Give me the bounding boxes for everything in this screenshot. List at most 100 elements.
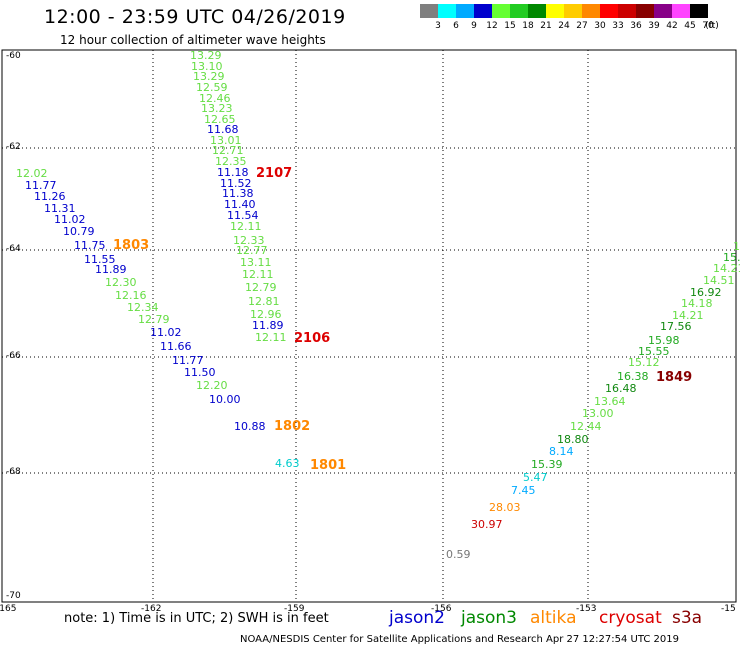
wave-height-value: 11.55 — [84, 253, 116, 266]
legend-label: 36 — [630, 21, 642, 31]
legend-label: 24 — [558, 21, 570, 31]
pass-time-label: 1801 — [310, 458, 347, 473]
longitude-tick-label: -156 — [431, 604, 452, 614]
legend-label: 6 — [453, 21, 459, 31]
wave-height-value: 12.77 — [236, 244, 268, 257]
longitude-tick-label: -165 — [0, 604, 17, 614]
wave-height-value: 11.77 — [25, 179, 57, 192]
legend-swatch — [564, 4, 582, 18]
legend-label: 9 — [471, 21, 477, 31]
latitude-tick-label: -68 — [6, 467, 21, 477]
wave-height-value: 15. — [723, 251, 740, 264]
wave-height-value: 13.01 — [210, 134, 242, 147]
legend-label: 12 — [486, 21, 498, 31]
legend-label: 3 — [435, 21, 441, 31]
wave-height-value: 12.79 — [138, 313, 170, 326]
color-legend-bar — [420, 4, 708, 18]
map-border — [1, 49, 737, 603]
legend-label: 30 — [594, 21, 606, 31]
legend-swatch — [528, 4, 546, 18]
wave-height-value: 10.88 — [234, 420, 266, 433]
wave-height-value: 10.00 — [209, 393, 241, 406]
wave-height-value: 16.92 — [690, 286, 722, 299]
wave-height-value: 12.20 — [196, 379, 228, 392]
wave-height-value: 12.11 — [230, 220, 262, 233]
map-subtitle: 12 hour collection of altimeter wave hei… — [60, 33, 326, 47]
legend-label: 70 — [702, 21, 714, 31]
legend-label: 39 — [648, 21, 660, 31]
legend-swatch — [600, 4, 618, 18]
wave-height-value: 0.59 — [446, 548, 471, 561]
wave-height-value: 12.34 — [127, 301, 159, 314]
wave-height-value: 11.40 — [224, 198, 256, 211]
wave-height-value: 16.38 — [617, 370, 649, 383]
longitude-tick-label: -159 — [284, 604, 305, 614]
pass-time-label: 2106 — [294, 331, 331, 346]
wave-height-value: 15.39 — [531, 458, 563, 471]
wave-height-value: 11.18 — [217, 166, 249, 179]
wave-height-value: 13.00 — [582, 407, 614, 420]
legend-label: 15 — [504, 21, 516, 31]
legend-swatch — [510, 4, 528, 18]
wave-height-value: 10.79 — [63, 225, 95, 238]
wave-height-value: 11.52 — [220, 177, 252, 190]
wave-height-value: 12.59 — [196, 81, 228, 94]
wave-height-value: 14.51 — [703, 274, 735, 287]
legend-label: 18 — [522, 21, 534, 31]
pass-time-label: 2107 — [256, 166, 293, 181]
legend-swatch — [438, 4, 456, 18]
legend-label: 27 — [576, 21, 588, 31]
wave-height-value: 12.81 — [248, 295, 280, 308]
wave-height-value: 11.54 — [227, 209, 259, 222]
wave-height-value: 12.16 — [115, 289, 147, 302]
legend-swatch — [492, 4, 510, 18]
latitude-tick-label: -70 — [6, 591, 21, 601]
wave-height-value: 11.31 — [44, 202, 76, 215]
map-title: 12:00 - 23:59 UTC 04/26/2019 — [44, 6, 346, 28]
satellite-legend-s3a: s3a — [672, 608, 703, 628]
wave-height-value: 11.77 — [172, 354, 204, 367]
wave-height-value: 11.89 — [252, 319, 284, 332]
latitude-tick-label: -60 — [6, 51, 21, 61]
pass-time-label: 1802 — [274, 419, 311, 434]
longitude-tick-label: -15 — [721, 604, 736, 614]
wave-height-value: 1 — [733, 240, 740, 253]
wave-height-value: 11.66 — [160, 340, 192, 353]
wave-height-value: 12.65 — [204, 113, 236, 126]
legend-label: 42 — [666, 21, 678, 31]
legend-label: 33 — [612, 21, 624, 31]
legend-swatch — [690, 4, 708, 18]
wave-height-value: 12.11 — [255, 331, 287, 344]
wave-height-value: 16.48 — [605, 382, 637, 395]
satellite-legend-altika: altika — [530, 608, 577, 628]
wave-height-value: 13.64 — [594, 395, 626, 408]
wave-height-value: 12.79 — [245, 281, 277, 294]
wave-height-value: 12.33 — [233, 234, 265, 247]
latitude-tick-label: -64 — [6, 244, 21, 254]
wave-height-value: 11.89 — [95, 263, 127, 276]
wave-height-value: 15.12 — [628, 356, 660, 369]
legend-swatch — [546, 4, 564, 18]
legend-swatch — [636, 4, 654, 18]
wave-height-value: 11.38 — [222, 187, 254, 200]
wave-height-value: 11.02 — [150, 326, 182, 339]
wave-height-value: 14.21 — [713, 262, 740, 275]
legend-swatch — [582, 4, 600, 18]
wave-height-value: 12.11 — [242, 268, 274, 281]
footer-note: note: 1) Time is in UTC; 2) SWH is in fe… — [64, 611, 329, 626]
wave-height-value: 12.96 — [250, 308, 282, 321]
wave-height-value: 11.50 — [184, 366, 216, 379]
longitude-tick-label: -162 — [141, 604, 162, 614]
wave-height-value: 13.23 — [201, 102, 233, 115]
wave-height-value: 11.68 — [207, 123, 239, 136]
wave-height-value: 18.80 — [557, 433, 589, 446]
wave-height-value: 14.21 — [672, 309, 704, 322]
wave-height-value: 14.18 — [681, 297, 713, 310]
legend-swatch — [474, 4, 492, 18]
wave-height-value: 13.29 — [193, 70, 225, 83]
wave-height-value: 11.26 — [34, 190, 66, 203]
legend-swatch — [420, 4, 438, 18]
latitude-tick-label: -66 — [6, 351, 21, 361]
legend-swatch — [456, 4, 474, 18]
